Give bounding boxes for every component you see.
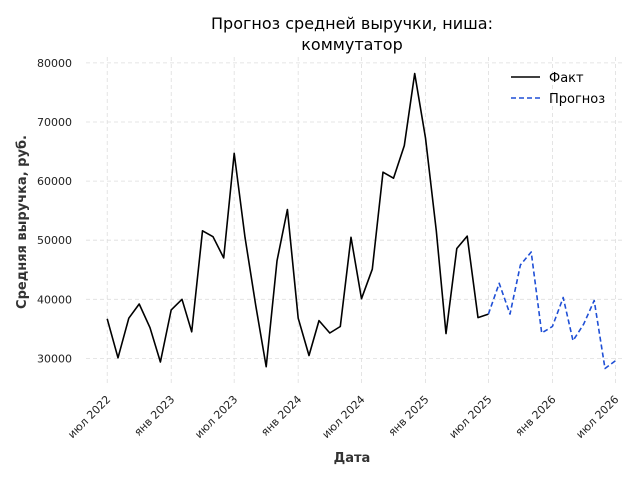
x-tick-label: июл 2023 xyxy=(192,393,240,441)
y-axis-ticks: 30000 40000 50000 60000 70000 80000 xyxy=(37,57,72,365)
x-tick-label: июл 2024 xyxy=(320,393,368,441)
legend: Факт Прогноз xyxy=(511,71,605,107)
y-tick-label: 60000 xyxy=(37,175,72,188)
x-tick-label: янв 2024 xyxy=(258,393,304,439)
x-axis-ticks: июл 2022 янв 2023 июл 2023 янв 2024 июл 2024… xyxy=(65,393,621,441)
y-tick-label: 40000 xyxy=(37,293,72,306)
x-tick-label: янв 2023 xyxy=(132,393,178,439)
legend-label-fact: Факт xyxy=(549,71,584,86)
series-line-forecast xyxy=(487,251,616,370)
x-tick-label: июл 2025 xyxy=(447,393,495,441)
y-tick-label: 70000 xyxy=(37,116,72,129)
y-tick-label: 30000 xyxy=(37,352,72,365)
series-layer xyxy=(106,72,616,370)
chart-title-line-1: Прогноз средней выручки, ниша: xyxy=(211,14,493,33)
y-tick-label: 80000 xyxy=(37,57,72,70)
x-tick-label: июл 2022 xyxy=(65,393,113,441)
grid xyxy=(86,57,622,385)
x-tick-label: янв 2025 xyxy=(386,393,432,439)
legend-label-forecast: Прогноз xyxy=(549,92,605,107)
y-axis-label: Средняя выручка, руб. xyxy=(15,135,30,309)
x-tick-label: янв 2026 xyxy=(513,393,559,439)
chart-title-line-2: коммутатор xyxy=(301,35,402,54)
series-line-fact xyxy=(106,72,489,368)
y-tick-label: 50000 xyxy=(37,234,72,247)
x-axis-label: Дата xyxy=(334,451,371,466)
x-tick-label: июл 2026 xyxy=(573,393,621,441)
